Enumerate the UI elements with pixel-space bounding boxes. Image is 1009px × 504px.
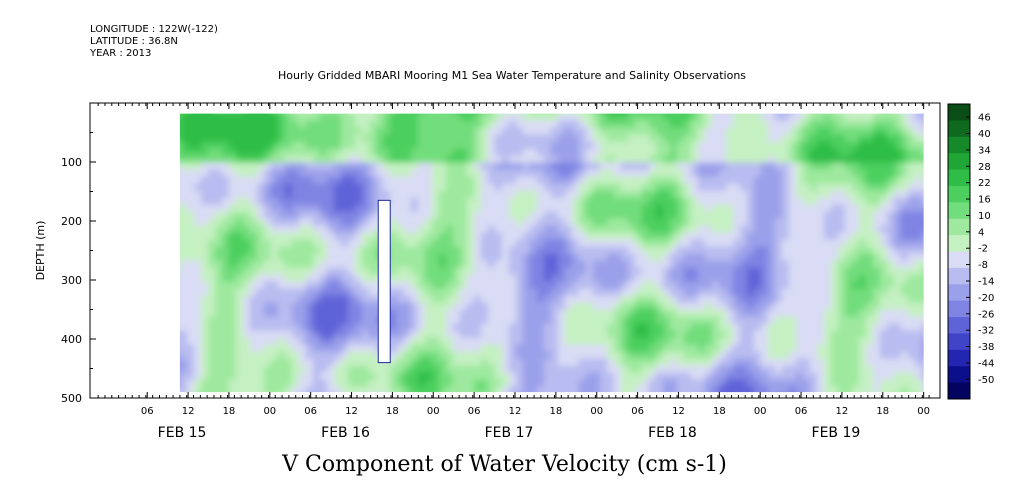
colorbar-swatch (948, 251, 970, 269)
colorbar-swatch (948, 169, 970, 187)
year-label: YEAR : 2013 (90, 48, 152, 59)
colorbar-label: 4 (978, 227, 984, 238)
colorbar-label: 28 (978, 162, 991, 173)
colorbar-swatch (948, 153, 970, 170)
x-day-label: FEB 15 (158, 425, 207, 441)
colorbar-label: -20 (978, 293, 994, 304)
colorbar-label: -32 (978, 326, 994, 337)
colorbar-frame (947, 103, 971, 400)
x-hour-label: 18 (876, 406, 889, 417)
x-hour-label: 12 (672, 406, 685, 417)
x-hour-label: 12 (836, 406, 849, 417)
colorbar-label: 46 (978, 113, 991, 124)
variable-label: V Component of Water Velocity (cm s-1) (282, 452, 727, 477)
x-hour-label: 06 (631, 406, 644, 417)
x-hour-label: 06 (468, 406, 481, 417)
x-hour-label: 00 (917, 406, 930, 417)
x-hour-label: 12 (509, 406, 522, 417)
colorbar-swatch (948, 136, 970, 154)
y-tick-label: 500 (61, 392, 82, 405)
x-day-label: FEB 16 (321, 425, 370, 441)
colorbar-label: -38 (978, 342, 994, 353)
colorbar-label: -50 (978, 375, 994, 386)
x-hour-label: 00 (754, 406, 767, 417)
colorbar-label: -14 (978, 277, 994, 288)
colorbar-label: 22 (978, 178, 991, 189)
colorbar-swatch (948, 267, 970, 285)
x-day-label: FEB 19 (812, 425, 861, 441)
colorbar-swatch (948, 349, 970, 367)
colorbar-swatch (948, 218, 970, 236)
chart-title: Hourly Gridded MBARI Mooring M1 Sea Wate… (277, 69, 747, 82)
colorbar-swatch (948, 235, 970, 252)
x-hour-label: 00 (427, 406, 440, 417)
colorbar-label: 34 (978, 145, 991, 156)
x-hour-label: 12 (345, 406, 358, 417)
colorbar-swatch (948, 366, 970, 384)
x-hour-label: 18 (223, 406, 236, 417)
colorbar-swatch (948, 382, 970, 400)
x-hour-label: 12 (182, 406, 195, 417)
colorbar-label: -26 (978, 309, 994, 320)
colorbar-label: 16 (978, 195, 991, 206)
colorbar-swatch (948, 317, 970, 334)
y-axis-label: DEPTH (m) (34, 221, 47, 281)
y-tick-label: 200 (61, 215, 82, 228)
colorbar-label: -44 (978, 358, 994, 369)
colorbar-label: 40 (978, 129, 991, 140)
colorbar-label: 10 (978, 211, 991, 222)
colorbar-swatch (948, 120, 970, 138)
colorbar-swatch (948, 202, 970, 220)
y-tick-label: 300 (61, 274, 82, 287)
colorbar-swatch (948, 104, 970, 121)
x-hour-label: 18 (386, 406, 399, 417)
x-hour-label: 18 (713, 406, 726, 417)
y-tick-label: 400 (61, 333, 82, 346)
latitude-label: LATITUDE : 36.8N (90, 36, 178, 47)
heatmap-field (179, 113, 924, 393)
x-hour-label: 18 (549, 406, 562, 417)
colorbar-swatch (948, 333, 970, 351)
colorbar-swatch (948, 284, 970, 302)
missing-data-gap (377, 199, 391, 364)
x-day-label: FEB 17 (485, 425, 534, 441)
x-hour-label: 00 (263, 406, 276, 417)
x-hour-label: 06 (304, 406, 317, 417)
y-tick-label: 100 (61, 156, 82, 169)
colorbar-swatch (948, 300, 970, 318)
longitude-label: LONGITUDE : 122W(-122) (90, 24, 218, 35)
x-hour-label: 00 (590, 406, 603, 417)
x-hour-label: 06 (795, 406, 808, 417)
colorbar-label: -2 (978, 244, 988, 255)
colorbar-label: -8 (978, 260, 988, 271)
colorbar-swatch (948, 185, 970, 203)
x-day-label: FEB 18 (648, 425, 697, 441)
x-hour-label: 06 (141, 406, 154, 417)
